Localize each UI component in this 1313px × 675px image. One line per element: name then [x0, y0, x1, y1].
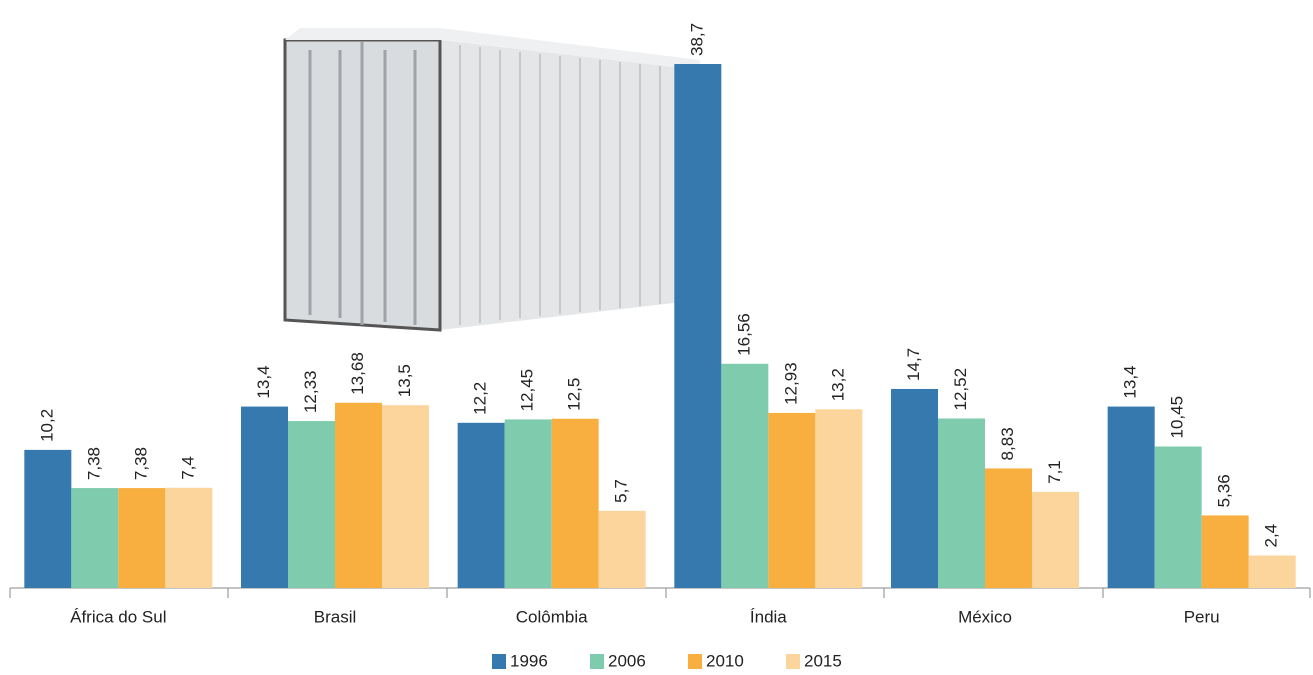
value-label: 38,7: [687, 23, 706, 56]
value-label: 10,45: [1168, 396, 1187, 439]
value-label: 7,38: [84, 447, 103, 480]
value-label: 12,93: [781, 362, 800, 405]
value-label: 7,38: [131, 447, 150, 480]
x-tick-label: Brasil: [314, 607, 357, 626]
bar: [165, 488, 212, 588]
value-label: 5,7: [612, 479, 631, 503]
bar: [382, 405, 429, 588]
value-label: 13,68: [348, 352, 367, 395]
bar: [552, 419, 599, 588]
value-label: 12,2: [471, 382, 490, 415]
value-label: 7,4: [178, 456, 197, 480]
container-illustration: [285, 28, 700, 330]
value-label: 14,7: [904, 348, 923, 381]
value-label: 13,2: [828, 368, 847, 401]
bar: [1108, 407, 1155, 588]
bar: [1155, 447, 1202, 588]
value-label: 12,33: [301, 371, 320, 414]
bar: [335, 403, 382, 588]
value-label: 13,5: [395, 364, 414, 397]
value-label: 13,4: [1121, 365, 1140, 398]
bar: [815, 409, 862, 588]
x-tick-label: África do Sul: [70, 607, 166, 626]
bar: [599, 511, 646, 588]
legend-label: 2006: [608, 651, 646, 670]
chart: África do Sul 10,2 7,38 7,38 7,4 Brasil 13,4 12…: [0, 0, 1313, 675]
bar: [458, 423, 505, 588]
bar: [768, 413, 815, 588]
value-label: 12,52: [951, 368, 970, 411]
legend-swatch: [492, 654, 506, 669]
bar: [1202, 515, 1249, 588]
bar: [71, 488, 118, 588]
bar: [24, 450, 71, 588]
legend-label: 1996: [510, 651, 548, 670]
legend-swatch: [786, 654, 800, 669]
x-tick-label: Colômbia: [516, 607, 588, 626]
x-tick-label: Peru: [1184, 607, 1220, 626]
x-tick-label: México: [958, 607, 1012, 626]
bar: [241, 407, 288, 588]
bar: [288, 421, 335, 588]
bar: [985, 468, 1032, 588]
value-label: 10,2: [37, 409, 56, 442]
value-label: 7,1: [1045, 460, 1064, 484]
bar: [1249, 556, 1296, 588]
legend-swatch: [688, 654, 702, 669]
bar: [118, 488, 165, 588]
group-separators: [10, 588, 1310, 598]
bar: [891, 389, 938, 588]
value-label: 16,56: [734, 313, 753, 356]
bar: [1032, 492, 1079, 588]
legend-label: 2010: [706, 651, 744, 670]
value-label: 5,36: [1215, 474, 1234, 507]
bar: [674, 64, 721, 588]
value-label: 13,4: [254, 365, 273, 398]
value-label: 12,5: [565, 378, 584, 411]
x-tick-label: Índia: [750, 607, 787, 626]
value-label: 8,83: [998, 427, 1017, 460]
legend-label: 2015: [804, 651, 842, 670]
bar: [505, 419, 552, 588]
bar: [938, 418, 985, 588]
value-label: 12,45: [518, 369, 537, 412]
bar: [721, 364, 768, 588]
legend-swatch: [590, 654, 604, 669]
value-label: 2,4: [1262, 524, 1281, 548]
